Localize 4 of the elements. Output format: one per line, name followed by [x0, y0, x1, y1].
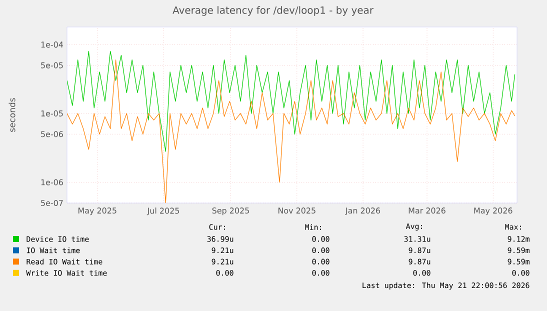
- chart-title: Average latency for /dev/loop1 - by year: [172, 6, 374, 16]
- y-axis-title: seconds: [8, 98, 16, 132]
- line-series: [67, 60, 516, 204]
- line-series: [67, 50, 516, 152]
